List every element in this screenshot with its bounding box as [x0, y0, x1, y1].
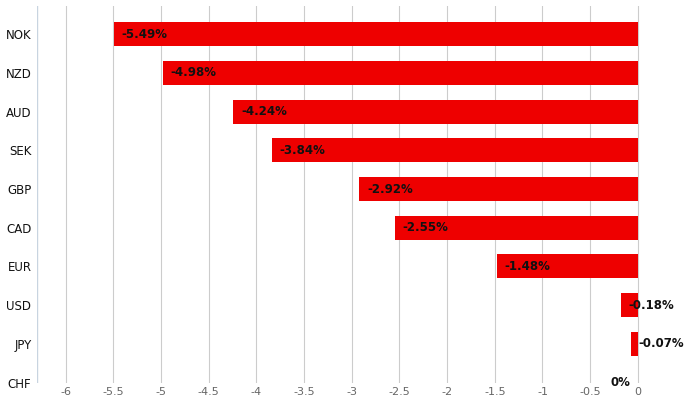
- Text: -4.24%: -4.24%: [241, 105, 287, 118]
- Bar: [163, 61, 638, 85]
- Text: -2.55%: -2.55%: [403, 221, 448, 234]
- Bar: [115, 22, 638, 46]
- Text: 0%: 0%: [610, 376, 630, 389]
- Bar: [395, 216, 638, 240]
- Text: -0.18%: -0.18%: [628, 299, 674, 312]
- Bar: [620, 293, 638, 317]
- Text: -1.48%: -1.48%: [505, 260, 550, 273]
- Text: -0.07%: -0.07%: [638, 337, 684, 350]
- Text: -3.84%: -3.84%: [279, 144, 325, 157]
- Text: -4.98%: -4.98%: [171, 66, 217, 79]
- Text: -2.92%: -2.92%: [367, 183, 413, 195]
- Bar: [631, 332, 638, 356]
- Bar: [271, 138, 638, 162]
- Bar: [233, 100, 638, 124]
- Bar: [497, 254, 638, 278]
- Text: -5.49%: -5.49%: [122, 28, 168, 41]
- Bar: [359, 177, 638, 201]
